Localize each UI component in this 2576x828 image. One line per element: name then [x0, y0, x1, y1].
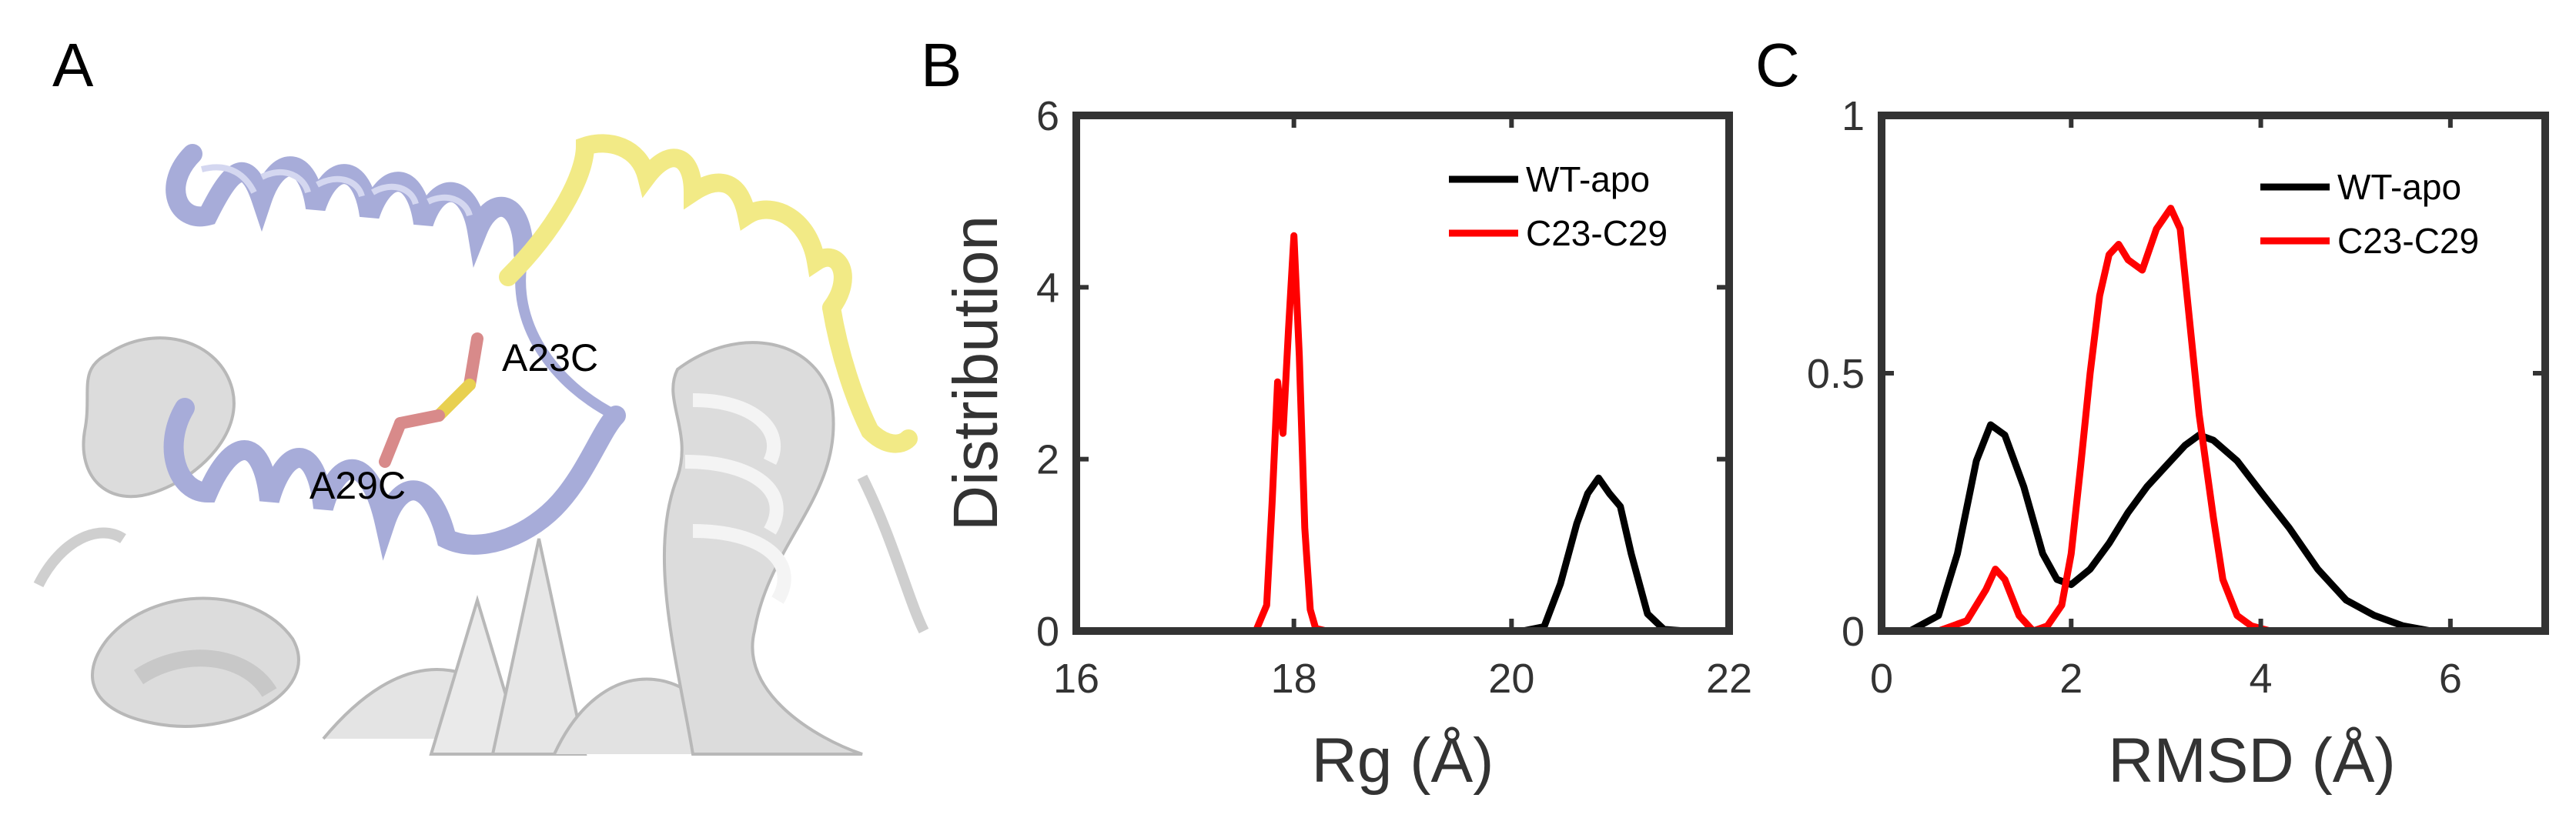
lavender-loop	[515, 252, 619, 421]
disulfide-bond-sticks	[379, 332, 483, 468]
chart-c-x-tick-label: 2	[2059, 656, 2083, 702]
chart-c-x-tick-label: 4	[2250, 656, 2273, 702]
panel-letter-b: B	[921, 31, 962, 99]
chart-b-y-tick-label: 6	[1036, 93, 1059, 139]
lavender-helix-upper	[166, 144, 534, 268]
chart-c-x-tick-label: 0	[1870, 656, 1893, 702]
chart-b-x-tick-label: 18	[1271, 656, 1317, 702]
chart-c-x-axis-label: RMSD (Å)	[2108, 726, 2396, 796]
chart-c-y-tick-label: 0	[1842, 609, 1865, 655]
chart-b-series-line-wt-apo	[1519, 474, 1689, 635]
lavender-helix-lower	[163, 398, 626, 561]
gray-protein-body	[33, 336, 929, 756]
protein-structure-image: A23C A29C	[31, 115, 929, 756]
chart-b-x-tick-label: 20	[1488, 656, 1534, 702]
chart-b-y-tick-label: 0	[1036, 609, 1059, 655]
chart-b-legend-label: WT-apo	[1526, 159, 1650, 199]
chart-b-series-line-c23-c29	[1252, 232, 1330, 635]
chart-c: 0 2 4 6 0 0.5 1 WT-apo C23-C29 RMSD (Å)	[1807, 93, 2549, 796]
chart-b-plot-area: 16 18 20 22 0 2 4 6 WT-apo C23-C29	[1036, 93, 1752, 702]
chart-b: 16 18 20 22 0 2 4 6 WT-apo C23-C29 Distribution R…	[941, 93, 1752, 796]
chart-b-y-tick-label: 4	[1036, 265, 1059, 311]
residue-label-a29c: A29C	[309, 464, 406, 507]
chart-b-y-axis-label: Distribution	[941, 215, 1011, 531]
yellow-region	[499, 134, 918, 453]
chart-b-x-axis-label: Rg (Å)	[1312, 726, 1494, 796]
chart-c-series-line-wt-apo	[1878, 421, 2454, 635]
chart-c-y-tick-label: 0.5	[1807, 351, 1865, 397]
chart-b-x-tick-label: 16	[1053, 656, 1099, 702]
chart-b-y-tick-label: 2	[1036, 437, 1059, 483]
lavender-helix-upper-highlight	[200, 164, 473, 217]
chart-c-plot-area: 0 2 4 6 0 0.5 1 WT-apo C23-C29	[1807, 93, 2549, 702]
chart-c-legend-label: WT-apo	[2337, 167, 2461, 207]
panel-letter-c: C	[1755, 31, 1800, 99]
chart-b-legend-label: C23-C29	[1526, 213, 1668, 253]
chart-c-y-tick-label: 1	[1842, 93, 1865, 139]
chart-c-series-line-c23-c29	[1878, 205, 2303, 635]
chart-b-x-tick-label: 22	[1706, 656, 1752, 702]
panel-letter-a: A	[52, 31, 94, 99]
chart-c-x-tick-label: 6	[2439, 656, 2462, 702]
residue-label-a23c: A23C	[502, 336, 598, 379]
chart-c-legend-label: C23-C29	[2337, 221, 2479, 261]
chart-b-axes-frame	[1072, 112, 1733, 635]
